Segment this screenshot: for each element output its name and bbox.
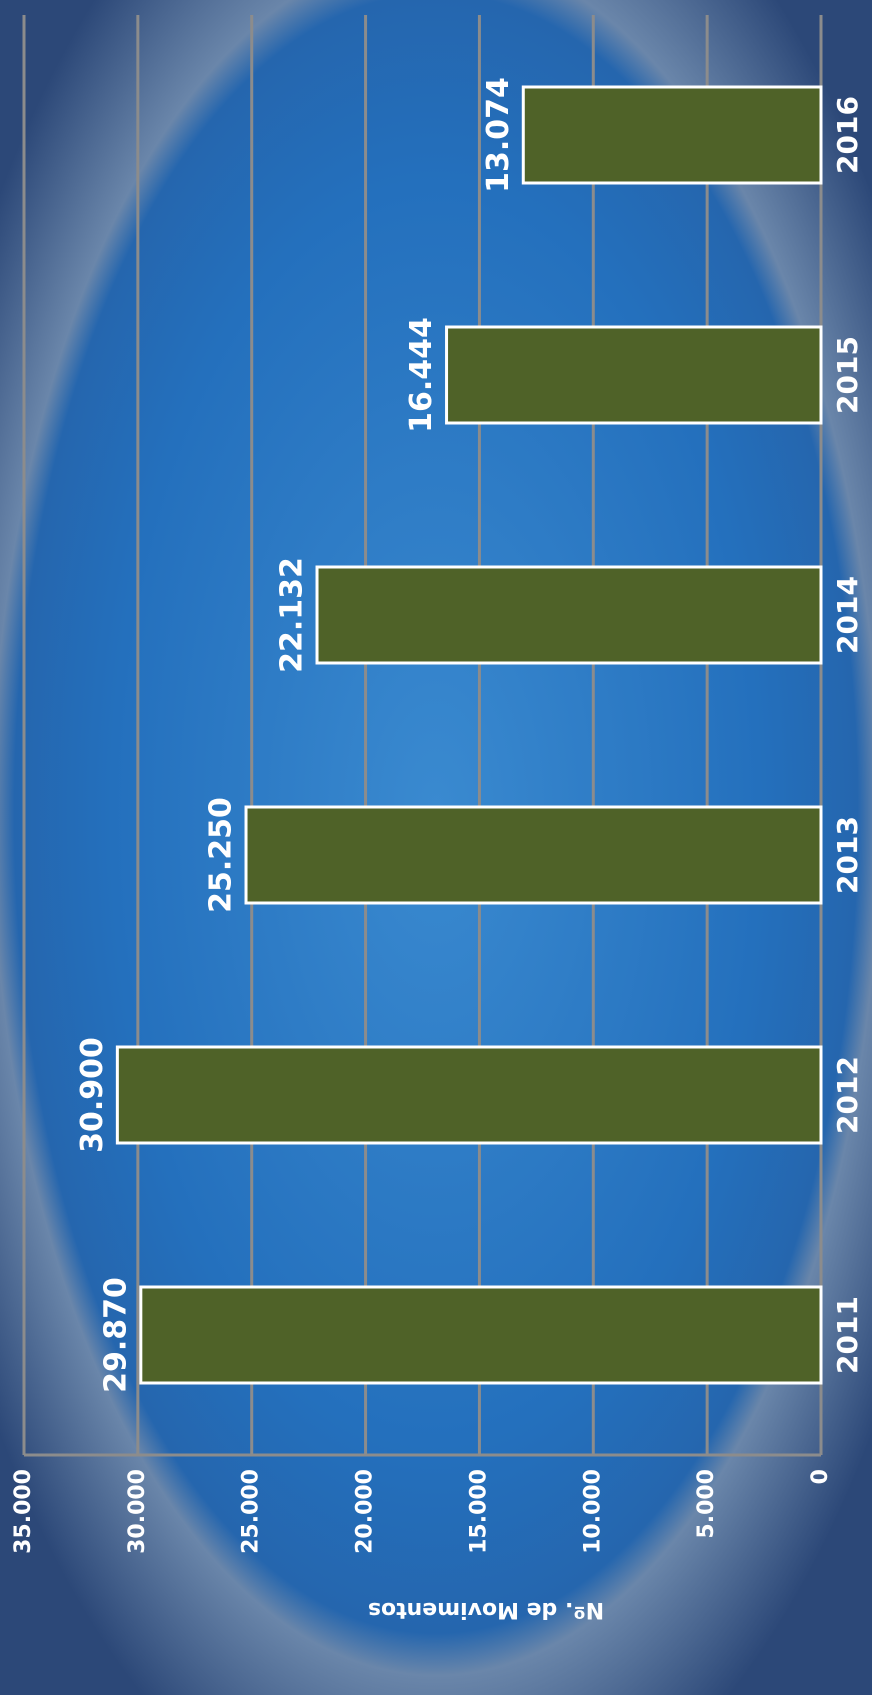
y-axis-title: Nº. de Movimentos: [368, 1597, 604, 1622]
bar: [139, 1285, 823, 1385]
data-label: 22.132: [275, 557, 310, 673]
bar: [315, 565, 823, 665]
x-tick-label: 2012: [831, 1056, 864, 1134]
x-tick-label: 2016: [831, 96, 864, 174]
y-tick-label: 5.000: [694, 1469, 719, 1539]
data-label: 30.900: [75, 1037, 110, 1153]
y-tick-label: 35.000: [11, 1469, 36, 1554]
y-tick-label: 15.000: [466, 1469, 491, 1554]
x-tick-label: 2011: [831, 1296, 864, 1374]
plot: Nº. de Movimentos 0 5.000 10.000 15.000 20.0…: [11, 15, 864, 1622]
bar: [115, 1045, 823, 1145]
y-tick-label: 30.000: [125, 1469, 150, 1554]
y-tick-label: 10.000: [580, 1469, 605, 1554]
data-label: 16.444: [404, 317, 439, 433]
bar: [521, 85, 823, 185]
y-tick-label: 25.000: [239, 1469, 264, 1554]
bar: [244, 805, 823, 905]
data-label: 29.870: [98, 1277, 133, 1393]
data-label: 25.250: [204, 797, 239, 913]
y-tick-label: 20.000: [353, 1469, 378, 1554]
bar: [445, 325, 823, 425]
x-tick-label: 2013: [831, 816, 864, 894]
data-label: 13.074: [481, 77, 516, 193]
x-tick-label: 2015: [831, 336, 864, 414]
y-tick-label: 0: [808, 1469, 833, 1484]
x-tick-label: 2014: [831, 576, 864, 654]
